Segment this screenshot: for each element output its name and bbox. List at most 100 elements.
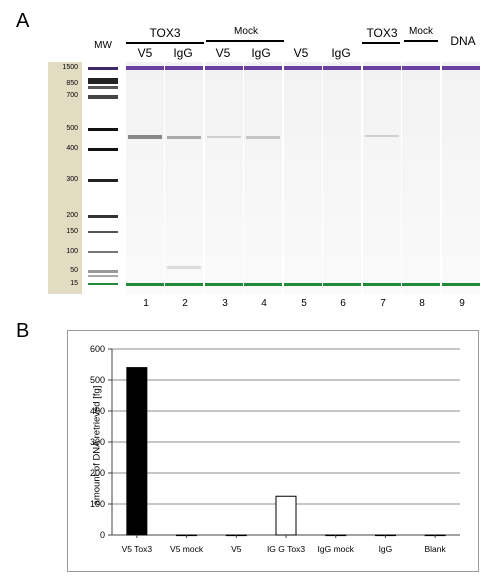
mw-header: MW: [94, 40, 112, 51]
upper-marker-1: [126, 66, 164, 70]
category-label-5: IgG: [379, 544, 393, 554]
tox3-left-header: TOX3: [149, 26, 181, 40]
mock-right-bracket: [404, 40, 438, 42]
lane-2: [165, 62, 203, 294]
y-tick-label-100: 100: [90, 499, 105, 509]
y-tick-label-600: 600: [90, 344, 105, 354]
mw-label-400: 400: [66, 145, 78, 152]
tox3-right-bracket: [362, 42, 400, 44]
sample-band-lane7: [365, 135, 399, 137]
lower-marker-4: [244, 283, 282, 286]
lane-4: [244, 62, 282, 294]
lane-number-1: 1: [143, 298, 149, 309]
y-tick-label-200: 200: [90, 468, 105, 478]
y-tick-label-500: 500: [90, 375, 105, 385]
category-label-0: V5 Tox3: [122, 544, 153, 554]
mw-label-150: 150: [66, 228, 78, 235]
lower-marker-bands: [126, 283, 480, 286]
upper-marker-6: [323, 66, 361, 70]
upper-marker-7: [363, 66, 401, 70]
lower-marker-5: [284, 283, 322, 286]
upper-marker-2: [165, 66, 203, 70]
ladder-band-700: [88, 95, 118, 99]
sample-band-lane3: [207, 136, 241, 138]
mw-lane: [82, 62, 126, 294]
category-label-4: IgG mock: [318, 544, 355, 554]
upper-marker-5: [284, 66, 322, 70]
lower-marker-8: [402, 283, 440, 286]
ladder-background: [48, 62, 82, 294]
y-tick-label-400: 400: [90, 406, 105, 416]
mock-right-header: Mock: [409, 26, 433, 37]
ladder-bands: [88, 67, 118, 285]
faint-band-lane2: [167, 266, 201, 269]
tox3-right-header: TOX3: [366, 26, 398, 40]
lane-number-8: 8: [419, 298, 425, 309]
lower-marker-6: [323, 283, 361, 286]
category-label-1: V5 mock: [170, 544, 204, 554]
ladder-band-850: [88, 86, 118, 89]
lower-marker-7: [363, 283, 401, 286]
mw-label-15: 15: [70, 280, 78, 287]
sample-lanes: [126, 62, 480, 294]
lower-marker-1: [126, 283, 164, 286]
sample-band-lane2: [167, 136, 201, 139]
upper-marker-8: [402, 66, 440, 70]
upper-marker-9: [442, 66, 480, 70]
ladder-band-200: [88, 215, 118, 218]
mw-label-500: 500: [66, 125, 78, 132]
mw-label-1500: 1500: [62, 64, 78, 71]
ladder-band-100: [88, 251, 118, 253]
mw-label-300: 300: [66, 176, 78, 183]
lane5-header: V5: [293, 46, 309, 60]
lane-8: [402, 62, 440, 294]
lower-marker-9: [442, 283, 480, 286]
ladder-band-850a: [88, 78, 118, 84]
lane-1: [126, 62, 164, 294]
mw-label-200: 200: [66, 212, 78, 219]
ladder-band-400: [88, 148, 118, 151]
chart-frame: [67, 330, 479, 572]
ladder-band-1500: [88, 67, 118, 70]
category-label-2: V5: [231, 544, 242, 554]
lower-marker-3: [205, 283, 243, 286]
lane3-header: V5: [215, 46, 231, 60]
lane-number-9: 9: [459, 298, 465, 309]
lane6-header: IgG: [331, 46, 351, 60]
mock-left-header: Mock: [234, 26, 258, 37]
upper-marker-4: [244, 66, 282, 70]
mw-label-50: 50: [70, 267, 78, 274]
ladder-band-15: [88, 283, 118, 285]
tox3-left-bracket: [126, 42, 204, 44]
lower-marker-2: [165, 283, 203, 286]
lane-number-5: 5: [301, 298, 307, 309]
panel-a-letter: A: [16, 10, 30, 32]
lane-6: [323, 62, 361, 294]
lane-number-3: 3: [222, 298, 228, 309]
mw-label-700: 700: [66, 92, 78, 99]
lane-number-4: 4: [261, 298, 267, 309]
mw-label-850: 850: [66, 80, 78, 87]
lane-number-6: 6: [340, 298, 346, 309]
ladder-band-50b: [88, 275, 118, 277]
ladder-band-300: [88, 179, 118, 182]
upper-marker-bands: [126, 66, 480, 70]
lane-7: [363, 62, 401, 294]
bar-3: [275, 495, 297, 536]
sample-band-lane4: [246, 136, 280, 139]
ladder-band-500: [88, 128, 118, 131]
upper-marker-3: [205, 66, 243, 70]
bar-0: [126, 367, 148, 536]
ladder-band-150: [88, 231, 118, 233]
sample-bands: [128, 135, 399, 269]
mw-label-100: 100: [66, 248, 78, 255]
lane-number-7: 7: [380, 298, 386, 309]
lane-3: [205, 62, 243, 294]
lane9-header: DNA: [450, 34, 476, 48]
lane4-header: IgG: [251, 46, 271, 60]
mock-left-bracket: [206, 40, 284, 42]
gel-image: [48, 62, 480, 294]
y-tick-label-0: 0: [100, 530, 105, 540]
ladder-band-50: [88, 270, 118, 273]
